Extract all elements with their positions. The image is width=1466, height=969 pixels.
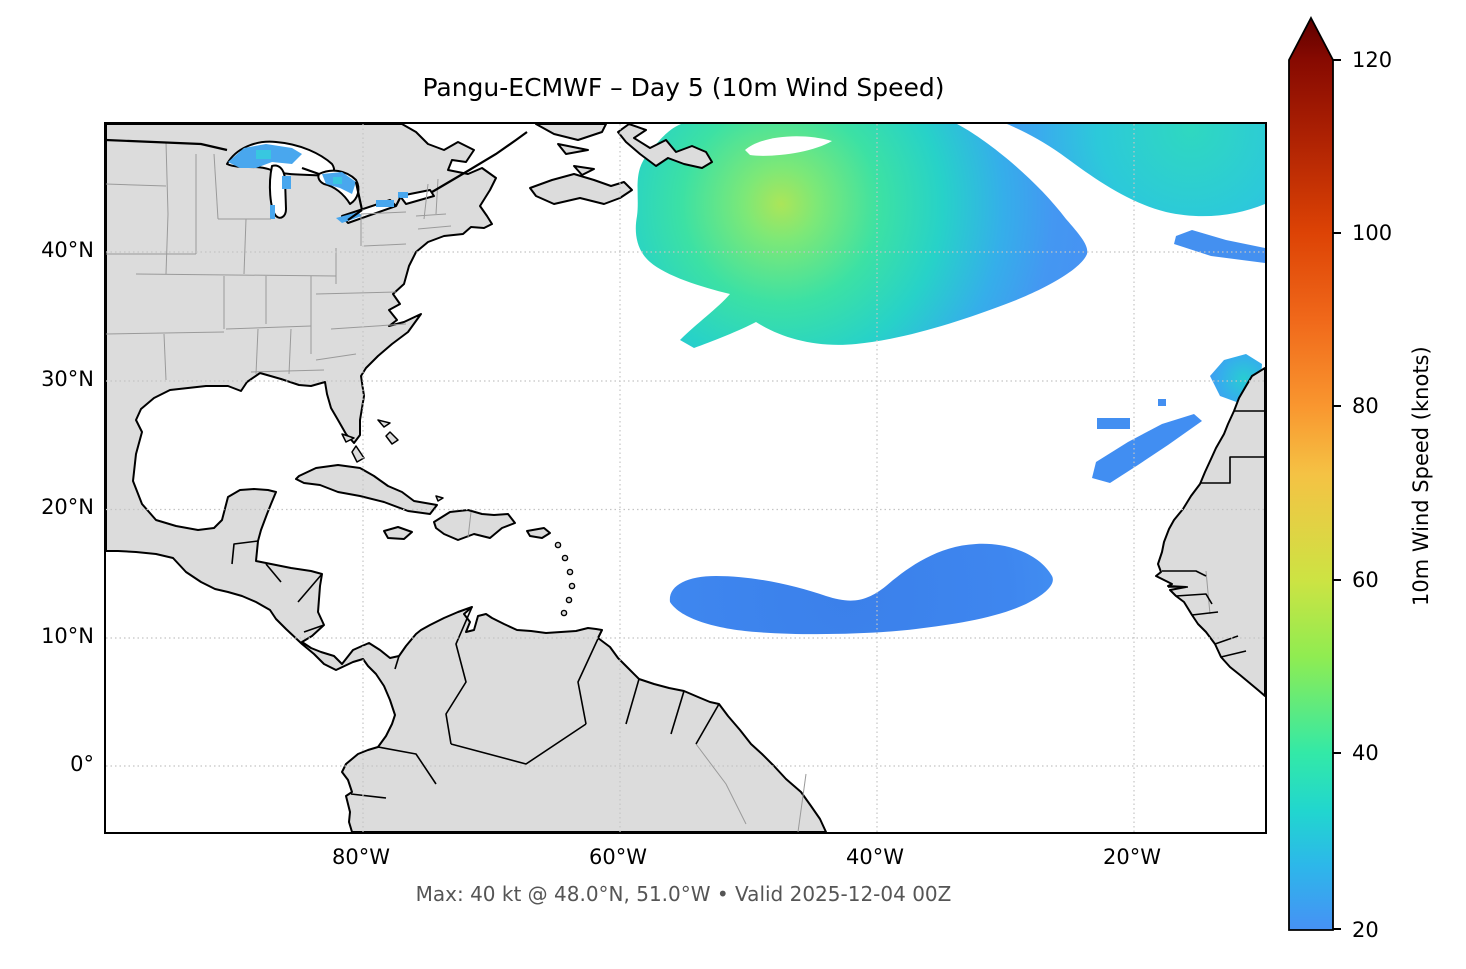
wind-speck-1 bbox=[1158, 399, 1166, 406]
graticule bbox=[106, 124, 1265, 832]
bahamas-2 bbox=[385, 431, 399, 445]
turks-islet bbox=[435, 495, 444, 502]
lake-michigan bbox=[268, 164, 287, 219]
map-plot-area bbox=[104, 122, 1267, 834]
colorbar-tick-marks bbox=[1333, 59, 1341, 930]
newfoundland bbox=[617, 124, 713, 169]
wind-blob-northeast-atlantic bbox=[1007, 124, 1265, 217]
land bbox=[106, 124, 1265, 832]
map-canvas bbox=[106, 124, 1265, 832]
lesser-antilles bbox=[554, 541, 576, 617]
wind-speck-2 bbox=[1097, 418, 1130, 429]
cbtick-120: 120 bbox=[1352, 48, 1393, 72]
ytick-10n: 10°N bbox=[41, 624, 94, 648]
ytick-40n: 40°N bbox=[41, 238, 94, 262]
wind-blob-hole bbox=[745, 136, 832, 156]
state-borders bbox=[106, 141, 1211, 832]
superior-cyan-speck bbox=[256, 150, 271, 159]
ytick-30n: 30°N bbox=[41, 367, 94, 391]
colorbar bbox=[1288, 8, 1358, 942]
us-canada-border bbox=[106, 131, 528, 221]
colorbar-axis-label: 10m Wind Speed (knots) bbox=[1409, 346, 1433, 606]
lake-wind-patches bbox=[228, 144, 408, 223]
country-borders bbox=[231, 410, 1265, 799]
nova-scotia bbox=[529, 173, 633, 205]
wind-field bbox=[635, 124, 1265, 635]
wind-blob-north-atlantic bbox=[635, 124, 1088, 348]
wind-streak-west-sahara bbox=[1092, 414, 1202, 483]
xtick-80w: 80°W bbox=[332, 845, 390, 869]
michigan-wind-sliver-s bbox=[270, 205, 275, 219]
page-title: Pangu-ECMWF – Day 5 (10m Wind Speed) bbox=[422, 73, 945, 102]
xtick-20w: 20°W bbox=[1103, 845, 1161, 869]
cbtick-80: 80 bbox=[1352, 394, 1379, 418]
cuba bbox=[295, 464, 438, 515]
ontario-wind-patch bbox=[376, 200, 394, 207]
wind-streak-azores bbox=[1174, 230, 1265, 263]
stlawrence-wind-speck bbox=[398, 192, 408, 198]
ytick-0: 0° bbox=[70, 752, 94, 776]
max-valid-annotation: Max: 40 kt @ 48.0°N, 51.0°W • Valid 2025… bbox=[415, 882, 952, 906]
jamaica bbox=[383, 526, 413, 540]
xtick-60w: 60°W bbox=[589, 845, 647, 869]
michigan-wind-sliver-n bbox=[282, 176, 291, 189]
lake-ontario bbox=[399, 189, 435, 205]
wind-band-tropical bbox=[669, 543, 1053, 635]
americas-landmass bbox=[106, 124, 827, 832]
cbtick-20: 20 bbox=[1352, 918, 1379, 942]
bahamas-3 bbox=[341, 433, 355, 443]
puerto-rico bbox=[526, 527, 551, 539]
ytick-20n: 20°N bbox=[41, 495, 94, 519]
huron-cyan-speck bbox=[333, 177, 342, 184]
anticosti-island bbox=[557, 143, 589, 155]
cbtick-40: 40 bbox=[1352, 741, 1379, 765]
africa-landmass bbox=[1155, 367, 1265, 697]
colorbar-canvas bbox=[1288, 16, 1341, 931]
bahamas-1 bbox=[377, 419, 391, 428]
cbtick-100: 100 bbox=[1352, 221, 1393, 245]
colorbar-gradient-bar bbox=[1288, 16, 1334, 931]
quebec-north-shore bbox=[535, 124, 607, 141]
xtick-40w: 40°W bbox=[846, 845, 904, 869]
hispaniola bbox=[433, 509, 516, 541]
prince-edward-island bbox=[573, 165, 595, 176]
bahamas-4 bbox=[351, 445, 365, 463]
cbtick-60: 60 bbox=[1352, 568, 1379, 592]
